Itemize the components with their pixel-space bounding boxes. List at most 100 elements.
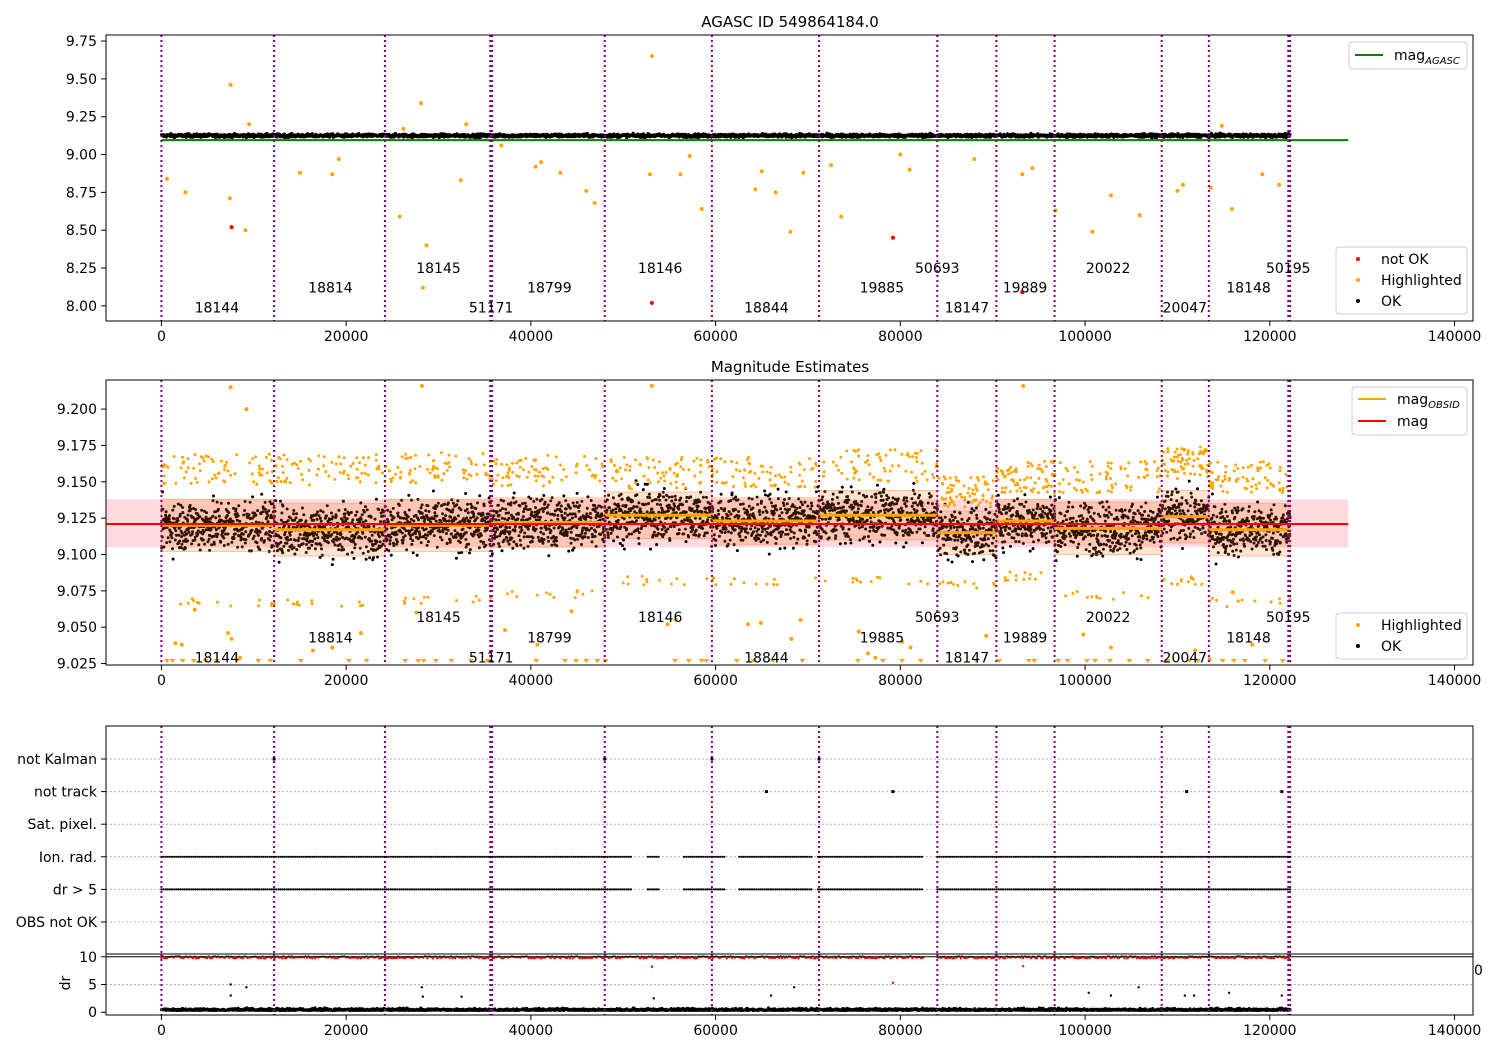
y-tick-label: 9.00 [66, 148, 97, 164]
highlighted-point [907, 167, 912, 172]
highlighted-point [745, 622, 750, 627]
y-tick-label: 9.200 [57, 402, 97, 418]
clipped-triangle-marker [1186, 659, 1193, 663]
highlighted-point [649, 54, 654, 59]
flag-point [272, 757, 276, 761]
highlighted-point [1230, 590, 1235, 595]
x-tick-label: 60000 [693, 1023, 738, 1039]
dr-outlier-point [1021, 965, 1025, 968]
dr-outlier-point [769, 994, 773, 997]
highlighted-point [336, 157, 341, 162]
legend-label-mag-agasc: magAGASC [1394, 48, 1460, 67]
highlighted-point [839, 214, 844, 219]
highlighted-point [330, 645, 335, 650]
obsid-label: 18814 [308, 281, 353, 297]
x-tick-label: 140000 [1428, 329, 1481, 345]
legend-label-not-ok: not OK [1381, 252, 1429, 268]
obsid-label: 18147 [945, 651, 990, 667]
legend-marker-ok [1356, 299, 1360, 303]
clipped-triangle-marker [448, 659, 455, 663]
x-tick-label: 0 [157, 1023, 166, 1039]
clipped-triangle-marker [432, 659, 439, 663]
clipped-triangle-marker [973, 659, 980, 663]
legend-label-ok: OK [1381, 294, 1402, 310]
obsid-label: 20022 [1086, 610, 1131, 626]
highlighted-point [227, 196, 232, 201]
highlighted-point [1229, 207, 1234, 212]
obsid-label: 18145 [416, 610, 461, 626]
clipped-triangle-marker [1025, 659, 1032, 663]
highlighted-point [829, 163, 834, 168]
highlighted-point [649, 383, 654, 388]
obsid-label: 18799 [527, 281, 572, 297]
dr-outlier-point [1192, 994, 1196, 997]
clipped-triangle-marker [1279, 659, 1286, 663]
clipped-triangle-marker [854, 659, 861, 663]
obsid-label: 20047 [1163, 651, 1208, 667]
obsid-label: 18147 [945, 300, 990, 316]
clipped-triangle-marker [1055, 659, 1062, 663]
clipped-triangle-marker [1262, 659, 1269, 663]
highlighted-point [424, 243, 429, 248]
highlighted-point [758, 620, 763, 625]
highlighted-point [1260, 172, 1265, 177]
category-label: not Kalman [17, 752, 97, 768]
clipped-triangle-marker [698, 659, 705, 663]
y-tick-label: 9.025 [57, 657, 97, 673]
agasc-panel-frame [105, 34, 1474, 322]
x-tick-label: 40000 [509, 673, 554, 689]
highlighted-point [1137, 213, 1142, 218]
ok-points [159, 131, 1292, 140]
obsid-label: 18799 [527, 630, 572, 646]
highlighted-point [898, 152, 903, 157]
clipped-triangle-marker [163, 659, 170, 663]
highlighted-point [678, 172, 683, 177]
obsid-label: 18144 [195, 300, 240, 316]
highlighted-point [192, 607, 197, 612]
clipped-triangle-marker [917, 659, 924, 663]
highlighted-point [584, 188, 589, 193]
obsid-label: 18144 [195, 651, 240, 667]
clipped-triangle-marker [179, 659, 186, 663]
x-tick-label: 120000 [1243, 1023, 1296, 1039]
highlighted-point [592, 200, 597, 205]
clipped-triangle-marker [267, 659, 274, 663]
dr-outlier-point [421, 995, 425, 998]
clipped-triangle-marker [703, 659, 710, 663]
dr-outlier-point [1227, 991, 1231, 995]
highlighted-point [773, 190, 778, 195]
highlighted-point [418, 101, 423, 106]
obsid-label: 50693 [915, 261, 960, 277]
highlighted-point [1175, 188, 1180, 193]
highlighted-point [1277, 182, 1282, 187]
highlighted-point [420, 285, 425, 290]
y-tick-label: 9.150 [57, 475, 97, 491]
flag-point [710, 757, 714, 761]
clipped-triangle-marker [996, 659, 1003, 663]
clipped-triangle-marker [484, 659, 491, 663]
highlighted-point [414, 610, 419, 615]
x-tick-label: 0 [157, 673, 166, 689]
clipped-triangle-marker [1241, 659, 1248, 663]
x-tick-label: 40000 [509, 1023, 554, 1039]
highlighted-point [419, 383, 424, 388]
highlighted-point [228, 82, 233, 87]
x-tick-label: 60000 [693, 673, 738, 689]
agasc-magnitude-panel: AGASC ID 549864184.0 18144 18814 18145 5117… [66, 13, 1481, 345]
highlighted-point [244, 407, 249, 412]
obsid-label: 19885 [860, 281, 905, 297]
highlighted-point [908, 645, 913, 650]
dr-outlier-point [1183, 994, 1187, 997]
highlighted-point [229, 636, 234, 641]
highlighted-point [648, 172, 653, 177]
legend-label-highlighted-2: Highlighted [1381, 618, 1462, 634]
x-tick-label: 100000 [1058, 329, 1111, 345]
clipped-triangle-marker [1064, 659, 1071, 663]
estimates-panel-title: Magnitude Estimates [711, 358, 869, 376]
clipped-triangle-marker [467, 659, 474, 663]
highlighted-point [358, 631, 363, 636]
y-tick-label: 8.25 [66, 261, 97, 277]
clipped-triangle-marker [190, 659, 197, 663]
legend-marker-highlighted [1356, 278, 1360, 282]
